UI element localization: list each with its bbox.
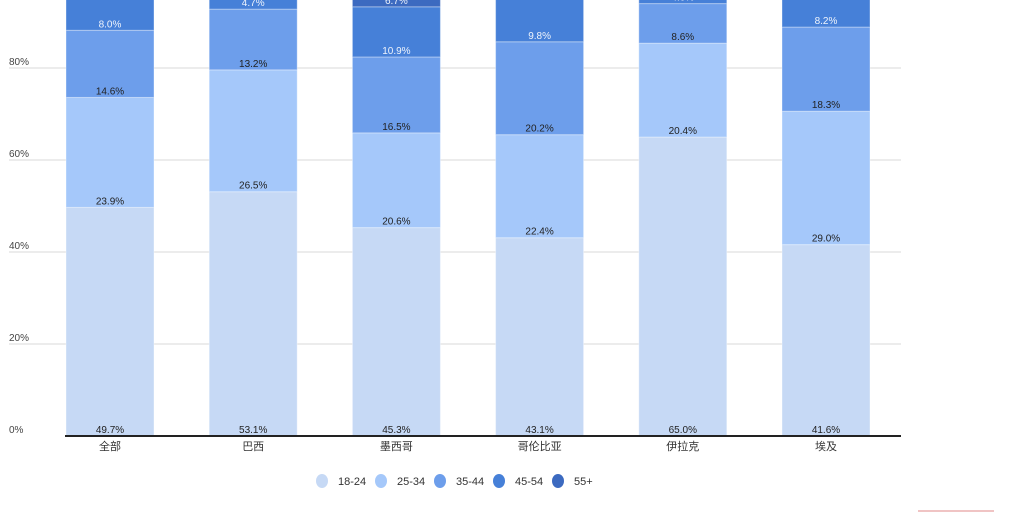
- data-label: 29.0%: [812, 234, 840, 245]
- data-label: 26.5%: [239, 181, 267, 192]
- bar-segment: [495, 41, 585, 136]
- bar-segment: [208, 69, 298, 193]
- data-label: 6.7%: [385, 0, 408, 7]
- data-label: 14.6%: [96, 86, 124, 97]
- legend-swatch: [434, 474, 446, 488]
- data-label: 43.1%: [525, 425, 553, 436]
- data-label: 10.9%: [382, 46, 410, 57]
- y-tick-label: 20%: [9, 333, 29, 344]
- bar-segment: [351, 6, 441, 58]
- bar-segment: [638, 3, 728, 44]
- data-label: 49.7%: [96, 425, 124, 436]
- bar-segment: [208, 0, 298, 10]
- bar-segment: [351, 56, 441, 134]
- bar-segment: [65, 29, 155, 98]
- data-label: 4.0%: [671, 0, 694, 4]
- bar-segment: [65, 0, 155, 31]
- legend-label: 35-44: [456, 476, 484, 488]
- legend-label: 45-54: [515, 476, 543, 488]
- y-tick-label: 0%: [9, 425, 24, 436]
- data-label: 4.7%: [242, 0, 265, 9]
- bar-segment: [65, 96, 155, 208]
- data-label: 20.2%: [525, 124, 553, 135]
- bar-segment: [781, 0, 871, 28]
- x-tick-label: 墨西哥: [380, 440, 413, 453]
- x-tick-label: 哥伦比亚: [518, 439, 562, 453]
- bar-segment: [638, 0, 728, 5]
- bar-segment: [781, 244, 871, 437]
- bar-segment: [638, 42, 728, 138]
- bar-segment: [65, 206, 155, 437]
- data-label: 13.2%: [239, 59, 267, 70]
- legend-label: 55+: [574, 476, 593, 488]
- data-label: 18.3%: [812, 100, 840, 111]
- x-tick-label: 埃及: [815, 439, 837, 453]
- legend-label: 18-24: [338, 476, 366, 488]
- data-label: 20.4%: [669, 126, 697, 137]
- data-label: 16.5%: [382, 122, 410, 133]
- bar-segment: [351, 0, 441, 8]
- data-label: 20.6%: [382, 217, 410, 228]
- bar-segment: [781, 26, 871, 112]
- legend-swatch: [552, 474, 564, 488]
- data-label: 53.1%: [239, 425, 267, 436]
- bar-segment: [495, 237, 585, 437]
- bar-segment: [495, 134, 585, 239]
- legend-label: 25-34: [397, 476, 425, 488]
- data-label: 9.8%: [528, 31, 551, 42]
- bar-segment: [208, 191, 298, 437]
- bar-segment: [781, 110, 871, 246]
- bar-segment: [208, 8, 298, 71]
- data-label: 65.0%: [669, 425, 697, 436]
- data-label: 45.3%: [382, 425, 410, 436]
- data-label: 8.0%: [99, 19, 122, 30]
- x-tick-label: 伊拉克: [666, 439, 699, 453]
- data-label: 22.4%: [525, 227, 553, 238]
- legend-swatch: [316, 474, 328, 488]
- bar-segment: [495, 0, 585, 43]
- bar-segment: [638, 136, 728, 437]
- data-label: 23.9%: [96, 196, 124, 207]
- data-label: 8.2%: [815, 16, 838, 27]
- x-tick-label: 全部: [99, 439, 121, 453]
- legend-swatch: [493, 474, 505, 488]
- legend-swatch: [375, 474, 387, 488]
- y-tick-label: 40%: [9, 241, 29, 252]
- x-tick-label: 巴西: [242, 441, 264, 453]
- bar-segment: [351, 227, 441, 437]
- data-label: 8.6%: [671, 32, 694, 43]
- y-tick-label: 60%: [9, 149, 29, 160]
- y-tick-label: 80%: [9, 57, 29, 68]
- data-label: 41.6%: [812, 425, 840, 436]
- bar-segment: [351, 132, 441, 229]
